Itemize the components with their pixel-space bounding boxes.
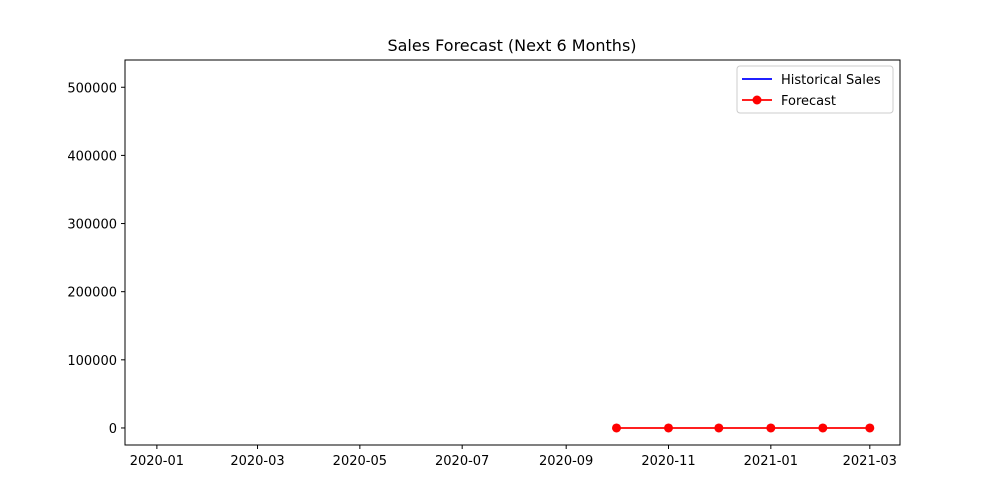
data-point xyxy=(664,423,674,433)
y-tick-label: 400000 xyxy=(67,149,117,164)
x-tick-label: 2020-07 xyxy=(435,454,489,469)
data-point xyxy=(865,423,875,433)
data-point xyxy=(766,423,776,433)
x-tick-label: 2021-01 xyxy=(744,454,798,469)
y-tick-label: 500000 xyxy=(67,81,117,96)
y-tick-label: 200000 xyxy=(67,286,117,301)
x-tick-label: 2020-11 xyxy=(641,454,695,469)
legend-label-0: Historical Sales xyxy=(781,73,881,88)
y-tick-label: 0 xyxy=(109,422,117,437)
data-point xyxy=(714,423,724,433)
x-tick-label: 2020-01 xyxy=(130,454,184,469)
legend-marker-1 xyxy=(752,95,762,105)
y-tick-label: 300000 xyxy=(67,218,117,233)
y-tick-label: 100000 xyxy=(67,354,117,369)
plot-area xyxy=(612,423,875,433)
legend: Historical Sales Forecast xyxy=(736,65,894,114)
legend-box xyxy=(736,65,894,114)
x-tick-label: 2020-03 xyxy=(230,454,284,469)
axes: 2020-01 2020-03 2020-05 2020-07 2020-09 2020-… xyxy=(67,59,901,469)
x-tick-label: 2020-05 xyxy=(333,454,387,469)
data-point xyxy=(818,423,828,433)
legend-label-1: Forecast xyxy=(781,94,836,109)
chart-title: Sales Forecast (Next 6 Months) xyxy=(387,36,636,55)
x-tick-label: 2021-03 xyxy=(843,454,897,469)
x-tick-label: 2020-09 xyxy=(539,454,593,469)
axes-frame xyxy=(124,59,901,446)
data-point xyxy=(612,423,622,433)
